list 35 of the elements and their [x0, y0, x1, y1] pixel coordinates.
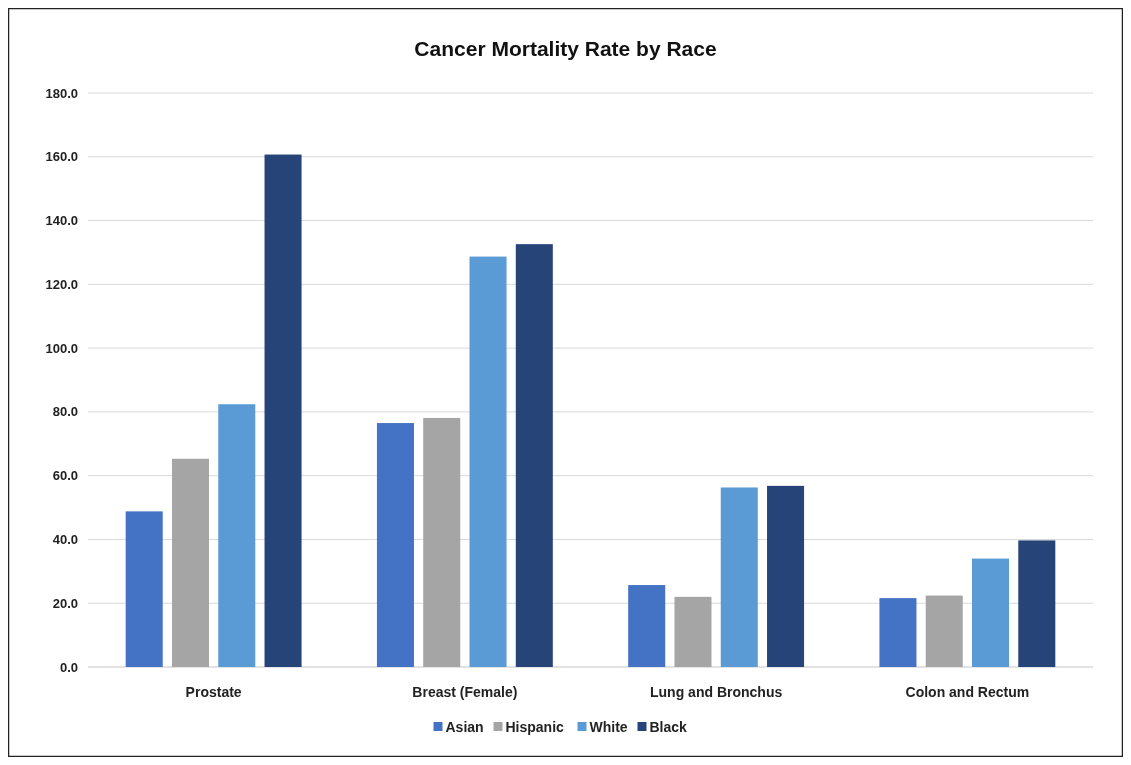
y-tick-label: 120.0: [45, 276, 78, 292]
x-tick-label: Breast (Female): [412, 684, 518, 700]
y-tick-label: 80.0: [52, 404, 78, 420]
x-tick-label: Colon and Rectum: [905, 684, 1030, 700]
y-tick-label: 60.0: [52, 468, 78, 484]
bar: [125, 511, 163, 667]
bar: [767, 485, 805, 667]
legend-label: Black: [649, 719, 688, 735]
bar: [879, 598, 917, 667]
y-tick-label: 180.0: [45, 85, 78, 101]
bar: [376, 423, 414, 667]
y-tick-label: 140.0: [45, 213, 78, 229]
bar: [674, 596, 712, 667]
bar: [171, 458, 209, 667]
legend-label: White: [589, 719, 628, 735]
legend-label: Asian: [445, 719, 484, 735]
bar: [1018, 540, 1056, 667]
x-tick-label: Lung and Bronchus: [650, 684, 783, 700]
bar: [218, 404, 256, 667]
bar: [972, 558, 1010, 667]
chart-title: Cancer Mortality Rate by Race: [414, 37, 717, 60]
legend-label: Hispanic: [505, 719, 565, 735]
bar: [720, 487, 758, 667]
y-tick-label: 0.0: [59, 659, 78, 675]
bar: [925, 595, 963, 667]
y-tick-label: 40.0: [52, 531, 78, 547]
y-tick-label: 20.0: [52, 595, 78, 611]
bar: [469, 256, 507, 667]
bar: [515, 244, 553, 667]
bar: [423, 417, 461, 667]
y-tick-label: 100.0: [45, 340, 78, 356]
bar: [628, 585, 666, 667]
y-tick-label: 160.0: [45, 149, 78, 165]
x-tick-label: Prostate: [185, 684, 242, 700]
bar: [264, 154, 302, 667]
